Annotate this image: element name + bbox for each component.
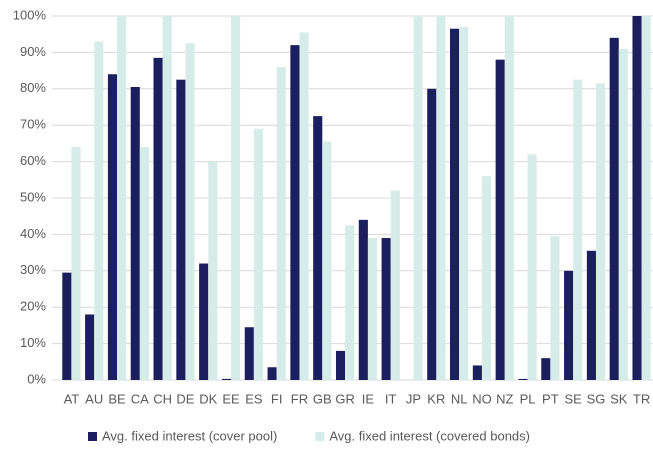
y-tick-label: 100%	[13, 7, 47, 22]
x-tick-label: TR	[633, 391, 650, 406]
x-tick-label: DK	[199, 391, 217, 406]
bar	[632, 16, 642, 380]
bar	[459, 26, 469, 380]
legend-swatch	[315, 432, 325, 441]
bar	[413, 16, 423, 380]
x-tick-label: PT	[542, 391, 559, 406]
bar	[564, 270, 574, 380]
bar	[358, 219, 368, 380]
bar	[390, 190, 400, 380]
bar	[290, 45, 300, 381]
legend-label: Avg. fixed interest (covered bonds)	[329, 428, 530, 443]
bar	[335, 350, 346, 380]
bar	[221, 378, 232, 380]
bar	[107, 74, 118, 381]
bar	[495, 59, 505, 381]
bar	[481, 176, 492, 380]
bar	[427, 88, 437, 381]
x-tick-label: JP	[406, 391, 421, 406]
x-tick-label: NZ	[496, 391, 513, 406]
y-tick-label: 10%	[20, 335, 46, 350]
x-tick-label: SK	[610, 391, 628, 406]
bar	[130, 86, 140, 380]
bar	[85, 314, 95, 380]
x-tick-label: BE	[108, 391, 126, 406]
bar	[62, 272, 72, 380]
bar	[504, 16, 514, 380]
x-tick-label: IE	[362, 391, 375, 406]
x-tick-label: SG	[587, 391, 606, 406]
x-tick-label: NL	[451, 391, 468, 406]
x-tick-label: FR	[291, 391, 308, 406]
bar	[94, 41, 104, 380]
y-tick-label: 60%	[20, 153, 46, 168]
x-tick-label: CH	[153, 391, 172, 406]
bar	[299, 32, 309, 380]
x-tick-label: KR	[427, 391, 445, 406]
bar	[518, 378, 528, 380]
y-tick-label: 70%	[20, 117, 46, 132]
bar	[550, 236, 560, 380]
y-tick-label: 20%	[20, 299, 46, 314]
bar	[71, 147, 81, 380]
bar	[267, 367, 277, 380]
y-tick-label: 30%	[20, 262, 46, 277]
x-tick-label: GR	[335, 391, 355, 406]
bar	[573, 79, 583, 380]
bar	[527, 154, 537, 380]
y-tick-label: 40%	[20, 226, 46, 241]
bar	[139, 147, 149, 380]
bar	[436, 16, 446, 380]
y-tick-label: 50%	[20, 189, 46, 204]
bar	[609, 37, 619, 381]
bar	[541, 358, 551, 380]
bar	[618, 48, 628, 380]
bar	[450, 28, 460, 381]
bar	[253, 128, 263, 380]
bar	[244, 327, 254, 380]
bar	[641, 16, 651, 380]
bar	[199, 263, 209, 380]
bar	[472, 365, 482, 380]
y-tick-label: 90%	[20, 44, 46, 59]
x-tick-label: ES	[245, 391, 263, 406]
bar	[595, 83, 606, 380]
x-tick-label: PL	[520, 391, 536, 406]
x-tick-label: AT	[64, 391, 80, 406]
x-tick-label: CA	[131, 391, 149, 406]
bar	[117, 16, 127, 380]
x-tick-label: IT	[385, 391, 397, 406]
bar	[208, 161, 218, 380]
bar	[185, 43, 195, 381]
bar	[176, 79, 186, 380]
legend-swatch	[88, 432, 97, 441]
x-tick-label: DE	[176, 391, 194, 406]
bar	[153, 57, 163, 381]
bar	[231, 16, 241, 380]
bar	[367, 238, 378, 380]
bar	[162, 16, 172, 380]
bar	[345, 225, 355, 380]
x-tick-label: GB	[313, 391, 332, 406]
x-tick-label: EE	[222, 391, 240, 406]
bar	[586, 250, 596, 380]
y-tick-label: 80%	[20, 80, 46, 95]
bar	[381, 238, 391, 380]
bar	[313, 116, 323, 380]
x-tick-label: SE	[565, 391, 583, 406]
y-tick-label: 0%	[27, 371, 46, 386]
bar	[322, 141, 332, 380]
x-tick-label: FI	[271, 391, 283, 406]
x-tick-label: AU	[85, 391, 103, 406]
bar	[276, 66, 286, 381]
x-tick-label: NO	[472, 391, 492, 406]
legend-label: Avg. fixed interest (cover pool)	[102, 428, 277, 443]
